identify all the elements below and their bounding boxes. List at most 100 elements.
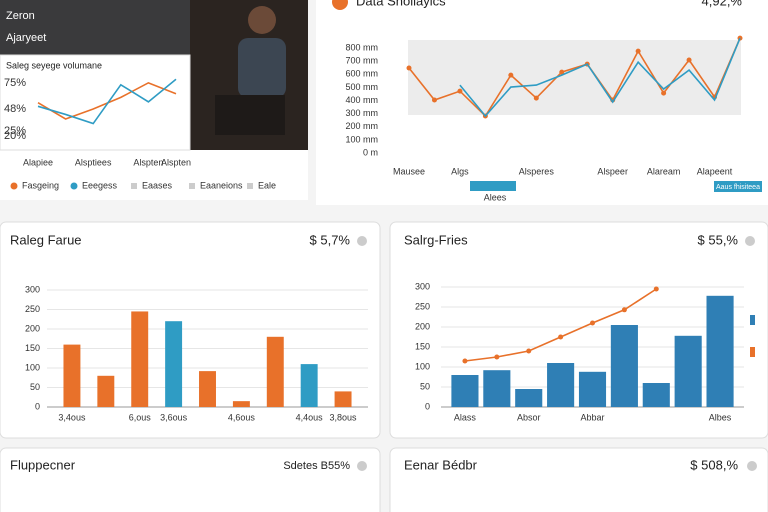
x-tick-label: Albes bbox=[709, 412, 732, 422]
x-tick-label: Alsptiees bbox=[75, 157, 112, 167]
bar bbox=[642, 383, 670, 407]
x-tick-label: 6,ous bbox=[129, 412, 152, 422]
x-tick-label: 4,4ous bbox=[296, 412, 324, 422]
card bbox=[0, 447, 381, 512]
y-tick-label: 50 bbox=[420, 381, 430, 391]
bar bbox=[451, 375, 479, 407]
y-tick-label: 200 bbox=[415, 321, 430, 331]
legend-swatch bbox=[131, 183, 137, 189]
shaded-band bbox=[408, 40, 741, 115]
legend-swatch bbox=[10, 182, 18, 190]
legend-swatch bbox=[750, 347, 755, 357]
y-tick-label: 100 bbox=[25, 362, 40, 372]
legend-label[interactable]: Eeegess bbox=[82, 180, 118, 190]
x-tick-label: Alapeent bbox=[697, 166, 733, 176]
point bbox=[457, 88, 463, 94]
y-tick-label: 0 bbox=[35, 401, 40, 411]
bar bbox=[232, 401, 250, 407]
y-tick-label: 0 bbox=[425, 401, 430, 411]
point bbox=[558, 334, 564, 340]
bar bbox=[674, 335, 702, 407]
analytics-icon bbox=[332, 0, 348, 10]
bar bbox=[199, 371, 216, 407]
x-tick-label: 3,6ous bbox=[160, 412, 188, 422]
chart-title: Saleg seyege volumane bbox=[6, 60, 102, 70]
point bbox=[526, 348, 532, 354]
point bbox=[590, 320, 595, 326]
card bbox=[389, 447, 768, 512]
chevron[interactable] bbox=[357, 236, 367, 246]
photo-machine bbox=[215, 95, 285, 135]
x-tick-label: Alspeer bbox=[597, 166, 628, 176]
y-tick-label: 300 bbox=[415, 281, 430, 291]
y-tick-label: 800 mm bbox=[345, 42, 378, 52]
headline: $ 5,7% bbox=[310, 232, 351, 247]
bar bbox=[300, 364, 318, 407]
card-title: Eenar Bédbr bbox=[404, 457, 478, 472]
bar bbox=[483, 370, 511, 407]
legend-label[interactable]: Eale bbox=[258, 180, 276, 190]
y-tick-label: 100 bbox=[415, 361, 430, 371]
x-tick-label: Abbar bbox=[580, 412, 604, 422]
y-tick-label: 250 bbox=[415, 301, 430, 311]
legend-swatch bbox=[750, 315, 755, 325]
x-tick-label: Mausee bbox=[393, 166, 425, 176]
legend-label[interactable]: Eaases bbox=[142, 180, 173, 190]
y-tick-label: 300 bbox=[25, 284, 40, 294]
chevron[interactable] bbox=[745, 236, 755, 246]
point bbox=[661, 90, 667, 96]
x-tick-label: Alass bbox=[454, 412, 477, 422]
bar bbox=[97, 375, 115, 407]
bar bbox=[706, 295, 734, 407]
photo-body bbox=[238, 38, 286, 98]
chart-title: Raleg Farue bbox=[10, 232, 82, 247]
legend-label[interactable]: Eaaneions bbox=[200, 180, 243, 190]
point bbox=[533, 95, 539, 101]
x-tick-label: 4,6ous bbox=[228, 412, 256, 422]
point bbox=[559, 69, 565, 75]
legend-swatch bbox=[70, 182, 78, 190]
inset-card bbox=[0, 54, 191, 151]
y-tick-label: 75% bbox=[4, 77, 26, 89]
card bbox=[0, 221, 381, 439]
y-tick-label: 20% bbox=[4, 130, 26, 142]
point bbox=[508, 72, 514, 78]
headline: 4,92,% bbox=[702, 0, 743, 8]
y-tick-label: 500 mm bbox=[345, 82, 378, 92]
line bbox=[37, 78, 177, 125]
badge-bg bbox=[714, 181, 762, 192]
y-tick-label: 100 mm bbox=[345, 134, 378, 144]
bar bbox=[131, 311, 149, 407]
line bbox=[408, 37, 741, 118]
chevron[interactable] bbox=[357, 461, 367, 471]
y-tick-label: 50 bbox=[30, 382, 40, 392]
point bbox=[494, 354, 500, 360]
point bbox=[462, 358, 468, 364]
photo-head bbox=[248, 6, 276, 34]
x-tick-label: Alsperes bbox=[519, 166, 555, 176]
y-tick-label: 700 mm bbox=[345, 56, 378, 66]
y-tick-label: 200 mm bbox=[345, 121, 378, 131]
chart-title: Salrg-Fries bbox=[404, 232, 468, 247]
point bbox=[431, 97, 437, 103]
legend-label[interactable]: Fasgeing bbox=[22, 180, 59, 190]
legend-swatch bbox=[470, 181, 516, 191]
legend-label[interactable]: Alees bbox=[484, 192, 507, 202]
y-tick-label: 600 mm bbox=[345, 69, 378, 79]
y-tick-label: 150 bbox=[415, 341, 430, 351]
card-title: Fluppecner bbox=[10, 457, 76, 472]
bar bbox=[547, 363, 575, 407]
point bbox=[406, 65, 412, 71]
x-tick-label: 3,4ous bbox=[58, 412, 86, 422]
legend-swatch bbox=[189, 183, 195, 189]
line bbox=[459, 37, 741, 118]
point bbox=[653, 286, 659, 292]
card-headline: $ 508,% bbox=[690, 457, 738, 472]
bar bbox=[334, 391, 352, 407]
chevron[interactable] bbox=[747, 461, 757, 471]
hero-subtitle: Ajaryeet bbox=[6, 32, 46, 44]
y-tick-label: 0 m bbox=[363, 147, 378, 157]
x-tick-label: 3,8ous bbox=[330, 412, 358, 422]
